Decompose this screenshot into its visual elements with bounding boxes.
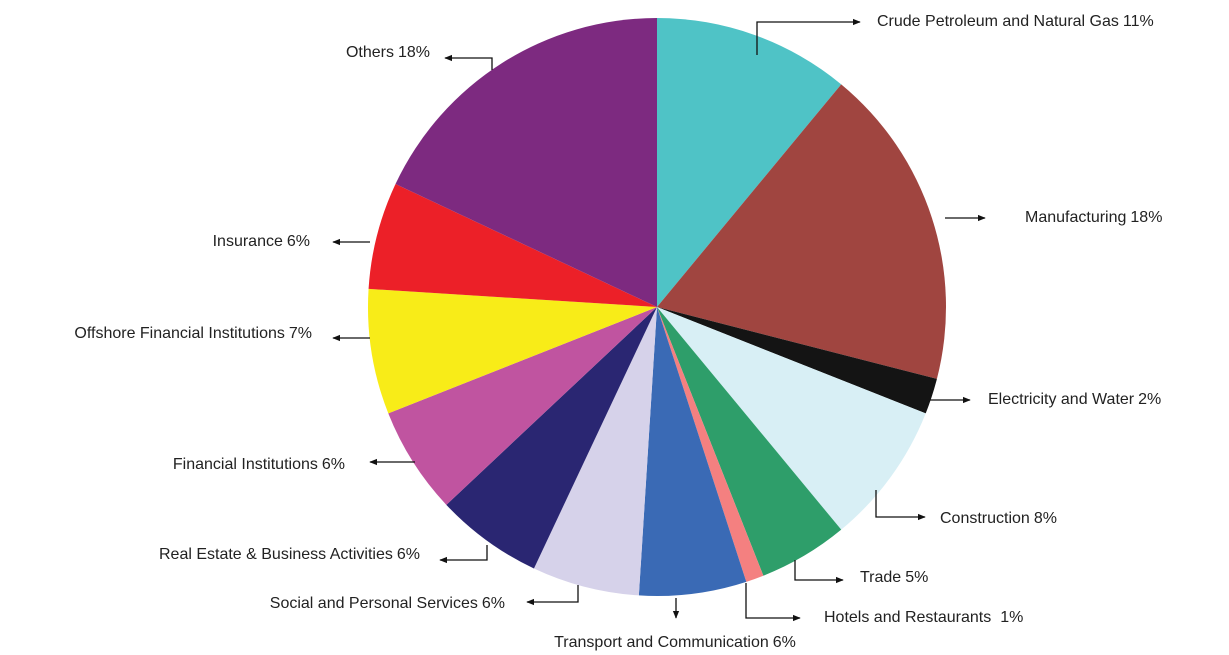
pie-slice xyxy=(657,84,946,379)
value-label: 6% xyxy=(482,595,505,612)
pie-slice xyxy=(657,18,842,307)
leader-line xyxy=(756,18,861,55)
category-label: Transport and Communication xyxy=(554,634,769,651)
pie-slice xyxy=(446,307,657,569)
category-label: Financial Institutions xyxy=(173,456,318,473)
category-label: Electricity and Water xyxy=(988,391,1135,408)
slice-label: Insurance 6% xyxy=(213,233,310,250)
slice-label: Trade 5% xyxy=(860,569,928,586)
category-label: Construction xyxy=(940,510,1030,527)
slice-label: Transport and Communication 6% xyxy=(554,634,796,651)
value-label: 6% xyxy=(397,546,420,563)
category-label: Manufacturing xyxy=(1025,209,1126,226)
pie-slice xyxy=(657,307,842,576)
slice-label: Others 18% xyxy=(346,44,430,61)
leader-line xyxy=(794,560,844,584)
slice-label: Crude Petroleum and Natural Gas 11% xyxy=(877,13,1154,30)
value-label: 18% xyxy=(1130,209,1162,226)
value-label: 7% xyxy=(289,325,312,342)
value-label: 8% xyxy=(1034,510,1057,527)
slice-label: Social and Personal Services 6% xyxy=(270,595,505,612)
leader-line xyxy=(444,54,493,70)
pie-slice xyxy=(367,288,657,414)
pie-slice xyxy=(368,183,657,307)
category-label: Hotels and Restaurants xyxy=(824,609,991,626)
category-label: Crude Petroleum and Natural Gas xyxy=(877,13,1119,30)
slice-label: Electricity and Water 2% xyxy=(988,391,1161,408)
leader-line xyxy=(439,545,488,564)
pie-slice xyxy=(533,307,657,596)
slice-label: Manufacturing 18% xyxy=(1025,209,1162,226)
value-label: 2% xyxy=(1138,391,1161,408)
value-label: 1% xyxy=(1000,609,1023,626)
pie-slice xyxy=(388,307,657,505)
pie-slice xyxy=(657,307,937,414)
pie-slice xyxy=(395,18,657,307)
slice-label: Offshore Financial Institutions 7% xyxy=(74,325,312,342)
value-label: 5% xyxy=(905,569,928,586)
value-label: 18% xyxy=(398,44,430,61)
category-label: Others xyxy=(346,44,394,61)
leader-line xyxy=(875,490,926,521)
slice-label: Real Estate & Business Activities 6% xyxy=(159,546,420,563)
slice-label: Hotels and Restaurants 1% xyxy=(824,609,1023,626)
category-label: Insurance xyxy=(213,233,283,250)
value-label: 11% xyxy=(1123,13,1154,30)
category-label: Social and Personal Services xyxy=(270,595,478,612)
leader-line xyxy=(526,585,579,606)
leader-line xyxy=(745,583,801,622)
pie-slice xyxy=(638,307,747,596)
category-label: Real Estate & Business Activities xyxy=(159,546,393,563)
pie-slice xyxy=(657,307,764,582)
pie-slice xyxy=(657,307,926,530)
value-label: 6% xyxy=(773,634,796,651)
category-label: Trade xyxy=(860,569,901,586)
slice-label: Financial Institutions 6% xyxy=(173,456,345,473)
category-label: Offshore Financial Institutions xyxy=(74,325,284,342)
slice-label: Construction 8% xyxy=(940,510,1057,527)
value-label: 6% xyxy=(322,456,345,473)
value-label: 6% xyxy=(287,233,310,250)
